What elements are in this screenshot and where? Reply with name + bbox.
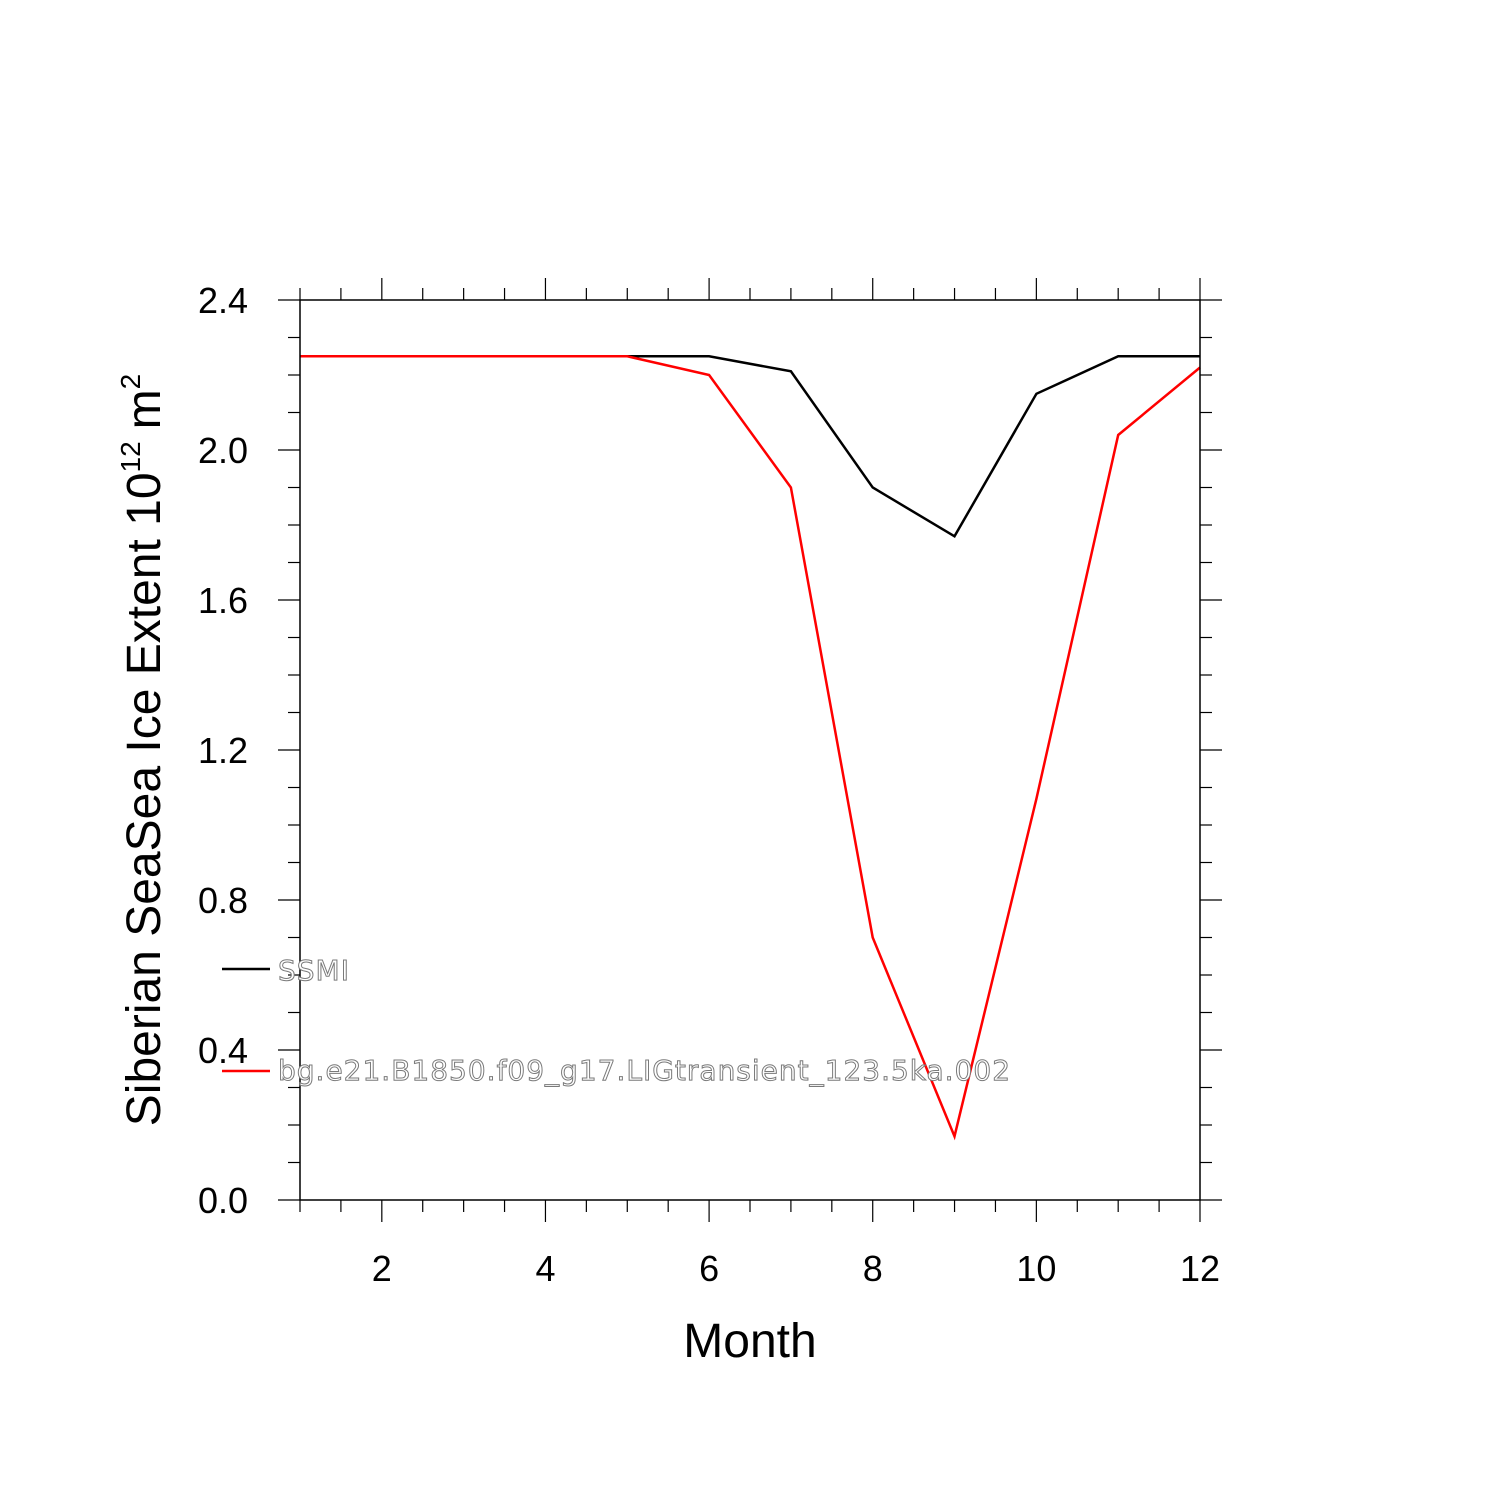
x-tick-label: 4 xyxy=(535,1248,555,1289)
axis-ticks xyxy=(278,278,1222,1222)
y-tick-label: 0.0 xyxy=(198,1180,248,1221)
y-tick-label: 0.4 xyxy=(198,1030,248,1071)
y-tick-label: 0.8 xyxy=(198,880,248,921)
y-tick-label: 2.0 xyxy=(198,430,248,471)
x-axis-title: Month xyxy=(683,1315,816,1368)
x-tick-label: 12 xyxy=(1180,1248,1220,1289)
x-tick-label: 6 xyxy=(699,1248,719,1289)
y-tick-label: 2.4 xyxy=(198,280,248,321)
series-lines xyxy=(300,355,1201,1141)
x-tick-labels: 2 4 6 8 10 12 xyxy=(372,1248,1220,1289)
legend-label-model: bg.e21.B1850.f09_g17.LIGtransient_123.5k… xyxy=(278,1054,1011,1087)
x-tick-label: 10 xyxy=(1016,1248,1056,1289)
y-tick-labels: 0.0 0.4 0.8 1.2 1.6 2.0 2.4 xyxy=(198,280,248,1221)
y-axis-title: Siberian SeaSea Ice Extent 1012 m2 xyxy=(115,374,171,1126)
plot-frame xyxy=(299,299,1201,1201)
y-axis-title-unit-exponent: 2 xyxy=(115,374,146,390)
x-tick-label: 8 xyxy=(863,1248,883,1289)
y-tick-label: 1.2 xyxy=(198,730,248,771)
y-axis-title-unit: m xyxy=(118,389,171,429)
legend-label-ssmi: SSMI xyxy=(278,954,350,987)
legend: SSMI bg.e21.B1850.f09_g17.LIGtransient_1… xyxy=(222,954,1011,1088)
x-tick-label: 2 xyxy=(372,1248,392,1289)
y-axis-title-exponent: 12 xyxy=(115,441,146,472)
y-axis-title-main: Siberian SeaSea Ice Extent 10 xyxy=(118,472,171,1126)
series-ssmi-line xyxy=(300,355,1200,539)
series-model-line xyxy=(300,355,1201,1141)
y-tick-label: 1.6 xyxy=(198,580,248,621)
